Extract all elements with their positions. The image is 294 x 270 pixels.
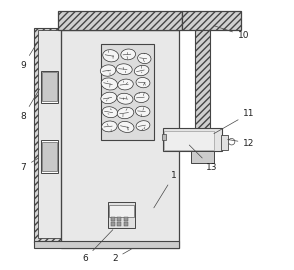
Bar (162, 134, 166, 140)
Text: 11: 11 (214, 109, 255, 134)
Bar (124, 217, 128, 221)
Bar (182, 11, 241, 30)
Text: 1: 1 (154, 171, 177, 208)
Ellipse shape (134, 92, 149, 103)
Bar (38, 30, 65, 238)
Text: 7: 7 (21, 158, 39, 172)
Bar (42, 72, 57, 102)
Text: 10: 10 (214, 26, 249, 40)
Ellipse shape (117, 93, 133, 104)
Bar (34, 28, 69, 242)
Ellipse shape (118, 79, 133, 90)
Bar (58, 11, 182, 30)
Ellipse shape (117, 107, 134, 119)
Ellipse shape (118, 122, 134, 133)
Bar (111, 217, 115, 221)
Text: 2: 2 (112, 249, 131, 263)
Text: 12: 12 (228, 139, 255, 148)
Ellipse shape (136, 106, 150, 116)
Bar (108, 202, 135, 228)
Ellipse shape (116, 64, 132, 75)
Bar (111, 222, 115, 226)
Text: 8: 8 (21, 89, 39, 121)
Bar (164, 131, 214, 150)
Ellipse shape (136, 77, 150, 88)
Bar (101, 44, 154, 140)
Ellipse shape (103, 50, 119, 62)
Bar (221, 135, 228, 150)
Bar (42, 142, 57, 171)
Bar (163, 128, 222, 151)
Ellipse shape (121, 49, 136, 60)
Ellipse shape (101, 78, 118, 90)
Bar (41, 140, 58, 173)
Bar (34, 241, 179, 248)
Text: 6: 6 (82, 230, 113, 263)
Bar (61, 30, 179, 248)
Circle shape (228, 139, 235, 145)
Ellipse shape (100, 65, 116, 76)
Bar (195, 30, 210, 157)
Bar (117, 222, 121, 226)
Ellipse shape (101, 92, 117, 104)
Bar (109, 205, 133, 217)
Bar (191, 151, 214, 163)
Bar (117, 217, 121, 221)
Ellipse shape (134, 65, 149, 76)
Bar (124, 222, 128, 226)
Bar (41, 70, 58, 103)
Ellipse shape (136, 121, 150, 130)
Text: 9: 9 (21, 43, 37, 70)
Ellipse shape (138, 53, 151, 64)
Ellipse shape (102, 121, 117, 132)
Text: 13: 13 (189, 145, 217, 172)
Ellipse shape (102, 107, 118, 118)
